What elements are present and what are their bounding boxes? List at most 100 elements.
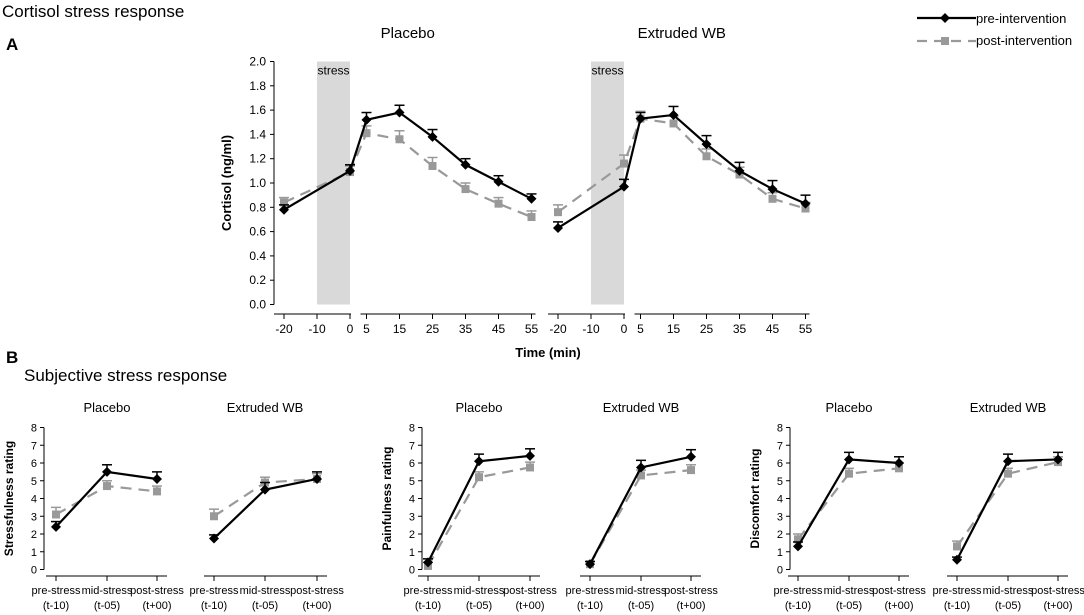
cortisol-x-tick-label: 5: [363, 322, 370, 336]
rating-y-tick-label: 8: [31, 423, 37, 435]
rating-x-tick-sublabel: (t-05): [995, 600, 1021, 612]
data-point-diamond: [793, 541, 803, 552]
cortisol-panel-title: Extruded WB: [638, 25, 726, 42]
cortisol-y-tick-label: 2.0: [249, 55, 266, 69]
cortisol-x-tick-label: -10: [308, 322, 326, 336]
data-point-diamond: [427, 131, 438, 142]
series-post: [51, 480, 162, 519]
data-point-diamond: [585, 559, 595, 570]
data-point-diamond: [767, 184, 778, 195]
rating-y-tick-label: 6: [409, 458, 415, 470]
rating-y-tick-label: 7: [31, 440, 37, 452]
chart-area: 0.0 0.2 0.4 0.6 0.8 1.0 1.2 1.4 1.6 1.8 2.0 Cortiso…: [2, 25, 1084, 612]
data-point-square: [768, 194, 777, 203]
cortisol-x-tick-label: 35: [733, 322, 747, 336]
data-point-diamond: [279, 204, 289, 215]
rating-y-tick-label: 4: [777, 494, 783, 506]
series-line: [557, 113, 806, 229]
data-point-diamond: [844, 454, 854, 465]
rating-panel-title: Placebo: [456, 400, 503, 415]
rating-x-tick-label: pre-stress: [566, 585, 615, 597]
rating-y-axis: 0 1 2 3 4 5 6 7 8 Discomfort rating: [748, 423, 791, 577]
cortisol-x-tick-label: -20: [275, 322, 293, 336]
cortisol-y-tick-label: 1.4: [249, 127, 266, 141]
rating-x-tick-label: post-stress: [664, 585, 718, 597]
stress-band: [317, 61, 350, 305]
rating-x-tick-label: mid-stress: [616, 585, 667, 597]
data-point-diamond: [553, 222, 563, 233]
data-point-diamond: [952, 554, 962, 565]
cortisol-y-tick-label: 1.6: [249, 103, 266, 117]
rating-y-tick-label: 6: [777, 458, 783, 470]
data-point-square: [687, 466, 695, 475]
rating-x-tick-label: pre-stress: [404, 585, 453, 597]
rating-panel-title: Extruded WB: [970, 400, 1047, 415]
rating-x-tick-sublabel: (t+00): [676, 600, 705, 612]
rating-x-axis: pre-stress (t-10) mid-stress (t-05) post-str…: [32, 575, 184, 612]
rating-y-axis: 0 1 2 3 4 5 6 7 8 Painfulness rating: [380, 423, 423, 577]
series-post: [793, 462, 904, 544]
rating-x-axis: pre-stress (t-10) mid-stress (t-05) post-str…: [933, 575, 1084, 612]
rating-panel-placebo: Placebopre-stress(t-10)mid-stress(t-05)p…: [32, 400, 185, 612]
cortisol-y-tick-label: 1.2: [249, 152, 266, 166]
cortisol-section-title: Cortisol stress response: [2, 2, 184, 21]
rating-panel-title: Extruded WB: [603, 400, 680, 415]
cortisol-x-tick-label: 25: [426, 322, 440, 336]
rating-x-tick-label: mid-stress: [454, 585, 505, 597]
cortisol-x-tick-label: 0: [621, 322, 628, 336]
rating-y-tick-label: 7: [409, 440, 415, 452]
rating-x-tick-sublabel: (t-05): [836, 600, 862, 612]
rating-x-tick-sublabel: (t+00): [302, 600, 331, 612]
stress-band: [591, 61, 624, 305]
rating-x-tick-sublabel: (t-10): [201, 600, 227, 612]
rating-x-tick-sublabel: (t+00): [1043, 600, 1072, 612]
series-pre: [423, 448, 535, 568]
data-point-diamond: [668, 109, 679, 120]
data-point-diamond: [394, 107, 405, 118]
cortisol-x-tick-label: 45: [766, 322, 780, 336]
stress-band-label: stress: [591, 64, 623, 78]
rating-y-tick-label: 8: [777, 423, 783, 435]
rating-x-tick-sublabel: (t-10): [944, 600, 970, 612]
data-point-diamond: [635, 113, 646, 124]
cortisol-y-axis-title: Cortisol (ng/ml): [219, 135, 234, 231]
data-point-square: [620, 159, 628, 168]
rating-x-tick-label: mid-stress: [82, 585, 133, 597]
rating-group-3: 0 1 2 3 4 5 6 7 8 Discomfort rating Placebo pre-str…: [748, 400, 1084, 612]
cortisol-y-tick-label: 0.2: [249, 273, 266, 287]
subjective-section-title: Subjective stress response: [24, 366, 227, 385]
cortisol-x-tick-label: -10: [582, 322, 600, 336]
cortisol-x-tick-label: 25: [700, 322, 714, 336]
data-point-diamond: [260, 484, 270, 495]
data-point-square: [845, 469, 853, 478]
data-point-square: [103, 482, 111, 491]
data-point-square: [953, 542, 961, 551]
series-pre: [585, 448, 696, 570]
rating-panel-title: Extruded WB: [227, 400, 304, 415]
series-line: [427, 466, 531, 567]
legend-pre-marker: [940, 13, 950, 23]
rating-x-axis: pre-stress (t-10) mid-stress (t-05) post-str…: [774, 575, 926, 612]
data-point-square: [895, 464, 903, 473]
rating-y-tick-label: 1: [31, 547, 37, 559]
cortisol-x-tick-label: 35: [459, 322, 473, 336]
rating-y-tick-label: 3: [409, 511, 415, 523]
rating-y-tick-label: 8: [409, 423, 415, 435]
rating-y-tick-label: 0: [31, 565, 37, 577]
series-line: [797, 467, 900, 540]
rating-y-tick-label: 0: [777, 565, 783, 577]
data-point-diamond: [102, 466, 112, 477]
series-pre: [553, 105, 811, 233]
cortisol-panel-title: Placebo: [381, 25, 435, 42]
data-point-square: [475, 473, 483, 482]
data-point-diamond: [423, 557, 433, 568]
rating-y-tick-label: 4: [31, 494, 37, 506]
cortisol-x-axis: -20 -10 0 5 15 25 35 45 55: [274, 313, 538, 336]
rating-y-tick-label: 7: [777, 440, 783, 452]
rating-y-axis-title: Stressfulness rating: [2, 441, 16, 556]
rating-x-tick-label: pre-stress: [774, 585, 823, 597]
data-point-square: [52, 510, 60, 519]
data-point-square: [526, 463, 534, 472]
cortisol-x-tick-label: 5: [637, 322, 644, 336]
